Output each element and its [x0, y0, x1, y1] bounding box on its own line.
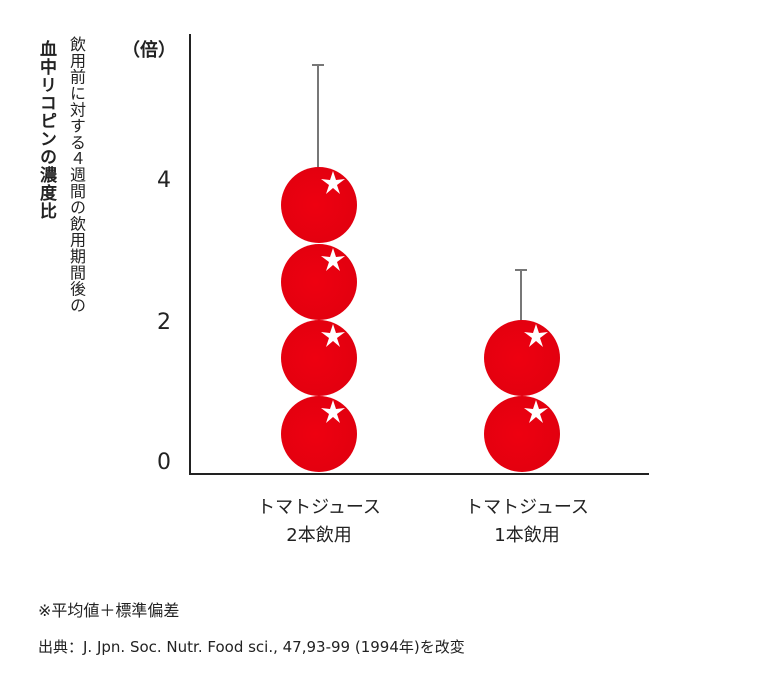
footnote: ※平均値＋標準偏差 [38, 601, 180, 620]
y-axis-line [189, 34, 191, 475]
y-axis-unit: （倍） [122, 40, 176, 61]
y-tick-2: 2 [157, 310, 171, 335]
x-category-label: トマトジュース 1本飲用 [427, 494, 627, 550]
x-category-label: トマトジュース 2本飲用 [219, 494, 419, 550]
y-tick-0: 0 [157, 450, 171, 475]
tomato-icon [281, 244, 357, 320]
source-citation: 出典：J. Jpn. Soc. Nutr. Food sci., 47,93-9… [38, 638, 465, 656]
category-line2: 1本飲用 [494, 525, 560, 546]
tomato-icon [281, 320, 357, 396]
y-axis-label-main: 血中リコピンの濃度比 [36, 40, 56, 220]
y-tick-4: 4 [157, 168, 171, 193]
tomato-icon [281, 396, 357, 472]
x-axis-line [189, 473, 649, 475]
error-bar [520, 270, 522, 324]
category-line1: トマトジュース [257, 497, 381, 518]
tomato-icon [484, 320, 560, 396]
tomato-icon [281, 167, 357, 243]
y-axis-label-sub: 飲用前に対する４週間の飲用期間後の [67, 36, 86, 314]
tomato-icon [484, 396, 560, 472]
category-line2: 2本飲用 [286, 525, 352, 546]
category-line1: トマトジュース [465, 497, 589, 518]
error-bar [317, 65, 319, 170]
